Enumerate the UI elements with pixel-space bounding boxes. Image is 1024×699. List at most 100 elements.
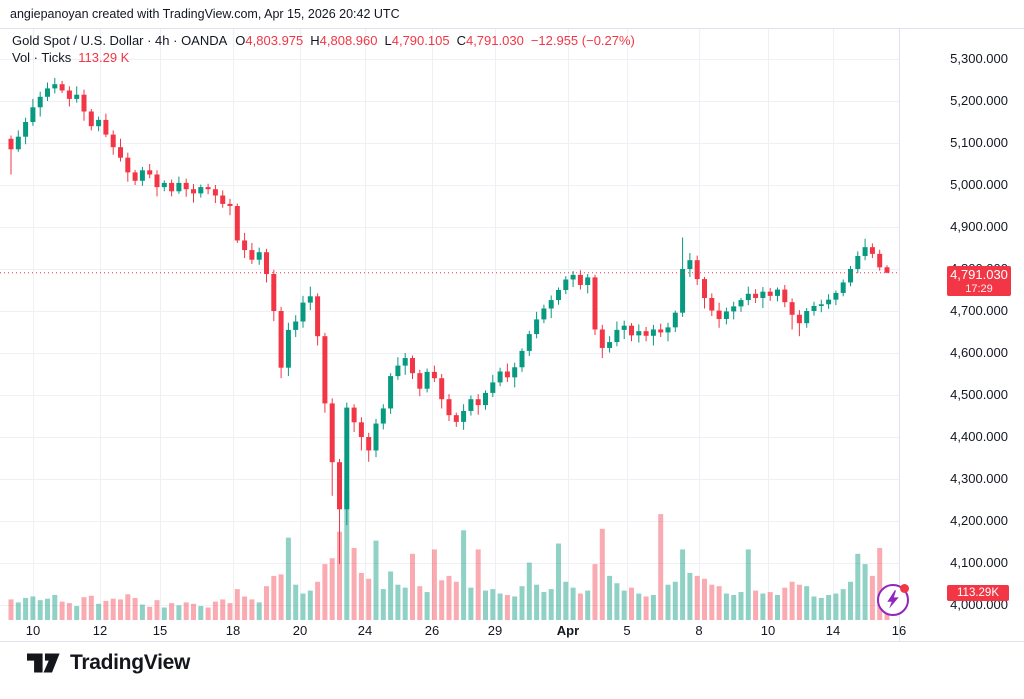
volume-bar [198,606,204,620]
volume-bar [395,584,401,620]
candle-body [745,293,751,301]
volume-bar [293,584,299,620]
volume-bar [716,586,722,620]
volume-bar [767,592,773,620]
volume-bar [285,537,291,620]
last-price-value: 4,791.030 [950,267,1008,282]
candle-body [592,277,598,330]
candle-body [198,187,204,194]
volume-bar [796,584,802,620]
candle-body [490,382,496,393]
candle-body [629,325,634,336]
candle-body [139,170,145,181]
volume-bar [723,593,729,620]
tradingview-logo[interactable]: TradingView [27,651,190,675]
volume-bar [205,607,211,620]
volume-bar [81,597,87,620]
volume-bar [753,590,759,620]
flash-alert-button[interactable] [877,584,909,616]
volume-bar [629,587,634,620]
volume-bar [826,595,832,620]
candle-body [439,378,445,400]
volume-bar [45,598,50,620]
volume-bar [702,578,707,620]
volume-bar [855,553,861,620]
volume-bar [15,602,21,620]
price-axis-label: 4,300.000 [950,471,1008,486]
lightning-icon [887,590,899,609]
candle-body [723,311,729,319]
volume-bar [132,597,138,620]
candle-body [161,182,167,188]
candle-body [205,187,211,190]
volume-bar [337,531,342,620]
volume-bar [23,597,29,620]
candle-body [680,269,686,313]
volume-bar [183,602,189,620]
volume-bar [278,574,284,620]
candle-body [300,302,306,322]
volume-bar [694,575,700,620]
candle-body [402,358,408,366]
volume-bar [789,581,795,620]
volume-bar [234,589,240,620]
volume-bar [680,549,686,620]
candle-body [15,136,21,150]
volume-bar [556,543,561,620]
symbol-legend: Gold Spot / U.S. Dollar · 4h · OANDA O4,8… [12,33,635,67]
volume-bar [519,586,525,620]
volume-bar [658,514,664,620]
volume-bar [264,586,269,620]
volume-bar [599,528,605,620]
volume-bar [37,600,43,620]
candle-body [453,415,459,422]
attribution-text: angiepanoyan created with TradingView.co… [10,7,400,21]
volume-bar [665,584,671,620]
candle-body [789,302,795,315]
candle-body [380,408,386,424]
candle-body [118,147,123,158]
symbol-title: Gold Spot / U.S. Dollar · 4h · OANDA [12,33,228,48]
volume-bar [483,590,488,620]
volume-indicator-value: 113.29 K [78,50,130,65]
candle-body [563,279,569,290]
volume-bar [52,595,58,620]
volume-bar [249,599,255,620]
candle-body [826,299,832,305]
tradingview-wordmark: TradingView [70,651,191,674]
volume-bar [358,572,364,620]
volume-bar [468,587,474,620]
candle-body [81,94,87,112]
volume-bar [344,490,350,620]
volume-bar [380,589,386,620]
time-axis-label: 18 [225,623,241,638]
time-axis-label: 20 [292,623,308,638]
volume-bar [147,606,153,620]
time-axis-label: Apr [556,623,580,638]
volume-bar [191,603,196,620]
candle-body [738,300,744,307]
time-axis-label: 26 [424,623,440,638]
volume-bar [402,587,408,620]
candle-body [45,88,50,97]
candle-body [256,252,262,260]
price-axis-label: 4,400.000 [950,429,1008,444]
volume-bar [775,595,780,620]
volume-bar [512,596,518,620]
volume-bar [833,593,839,620]
time-axis-label: 10 [760,623,776,638]
time-axis-label: 12 [92,623,108,638]
candle-body [753,293,759,298]
candle-body [848,269,853,283]
volume-bar [811,596,817,620]
time-axis-label: 8 [695,623,703,638]
volume-bar [161,607,167,620]
candle-body [417,373,423,389]
candle-body [483,392,488,406]
volume-bar [366,578,372,620]
candle-body [599,329,605,348]
ohlc-item: L4,790.105 [384,33,450,48]
volume-bar [526,562,532,620]
candle-body [607,342,613,348]
